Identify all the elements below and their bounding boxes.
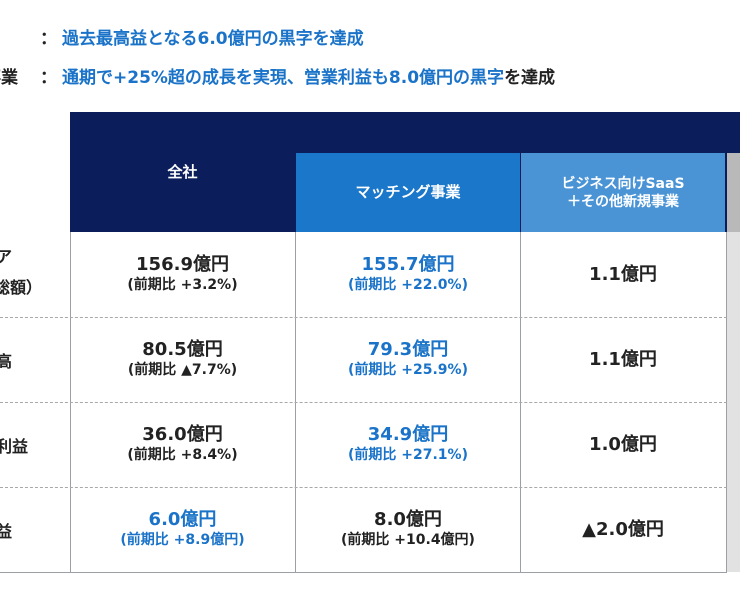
grid-hline-2: [0, 402, 727, 403]
cell-r4-saas: ▲2.0億円: [521, 519, 725, 541]
row-label-4: 益: [0, 522, 13, 541]
cell-value: 8.0億円: [374, 509, 442, 530]
cell-value: 34.9億円: [367, 424, 449, 445]
grid-hline-bottom: [0, 572, 727, 573]
column-header-company: 全社: [167, 163, 198, 181]
header-saas-bg: [521, 153, 725, 232]
cell-r3-company: 36.0億円 (前期比 +8.4%): [70, 424, 295, 464]
row-label-3: 利益: [0, 437, 29, 456]
column-header-saas-line2: ＋その他新規事業: [567, 194, 679, 210]
cell-change: (前期比 +8.9億円): [120, 532, 245, 548]
row-label-1-bottom: 総額）: [0, 278, 43, 297]
cell-r4-company: 6.0億円 (前期比 +8.9億円): [70, 509, 295, 549]
grid-hline-1: [0, 317, 727, 318]
cell-r1-saas: 1.1億円: [521, 264, 725, 286]
cell-r1-matching: 155.7億円 (前期比 +22.0%): [296, 254, 520, 294]
cell-r3-saas: 1.0億円: [521, 434, 725, 456]
column-header-matching: マッチング事業: [355, 183, 461, 201]
grid-hline-3: [0, 487, 727, 488]
cell-change: (前期比 +25.9%): [348, 362, 468, 378]
cell-value: ▲2.0億円: [582, 519, 664, 540]
highlight-2-text-blue: 通期で+25%超の成長を実現、営業利益も8.0億円の黒字: [62, 68, 505, 88]
cell-value: 36.0億円: [142, 424, 223, 445]
column-header-saas-line1: ビジネス向けSaaS: [561, 176, 685, 192]
cell-change: (前期比 +27.1%): [348, 447, 468, 463]
cell-r2-company: 80.5億円 (前期比 ▲7.7%): [70, 339, 295, 379]
header-matching-bg: [296, 153, 520, 232]
cell-change: (前期比 +3.2%): [127, 277, 238, 293]
cell-value: 1.1億円: [589, 349, 657, 370]
cell-r1-company: 156.9億円 (前期比 +3.2%): [70, 254, 295, 294]
cell-value: 155.7億円: [361, 254, 455, 275]
cell-r2-saas: 1.1億円: [521, 349, 725, 371]
cell-r4-matching: 8.0億円 (前期比 +10.4億円): [296, 509, 520, 549]
cell-value: 79.3億円: [367, 339, 449, 360]
cell-change: (前期比 ▲7.7%): [127, 362, 238, 378]
cell-value: 1.1億円: [589, 264, 657, 285]
row-label-2: 高: [0, 352, 13, 371]
row-label-1-top: ア: [0, 247, 13, 266]
highlight-1-colon: ：: [40, 29, 57, 49]
highlight-2-text-dark: を達成: [504, 68, 556, 88]
cell-value: 1.0億円: [589, 434, 657, 455]
cell-change: (前期比 +8.4%): [127, 447, 238, 463]
cell-r3-matching: 34.9億円 (前期比 +27.1%): [296, 424, 520, 464]
highlight-2-text: 通期で+25%超の成長を実現、営業利益も8.0億円の黒字を達成: [62, 63, 555, 88]
cell-value: 156.9億円: [136, 254, 229, 275]
highlight-2-colon: ：: [40, 68, 57, 88]
cell-value: 80.5億円: [142, 339, 223, 360]
cell-change: (前期比 +10.4億円): [341, 532, 475, 548]
column-header-saas: ビジネス向けSaaS ＋その他新規事業: [521, 175, 725, 211]
cell-value: 6.0億円: [148, 509, 217, 530]
cell-change: (前期比 +22.0%): [348, 277, 468, 293]
highlight-1-text: 過去最高益となる6.0億円の黒字を達成: [62, 29, 364, 49]
body-gray-edge: [727, 232, 740, 572]
header-gray-edge: [727, 153, 740, 232]
cell-r2-matching: 79.3億円 (前期比 +25.9%): [296, 339, 520, 379]
highlight-2-label: 事業: [0, 68, 18, 88]
